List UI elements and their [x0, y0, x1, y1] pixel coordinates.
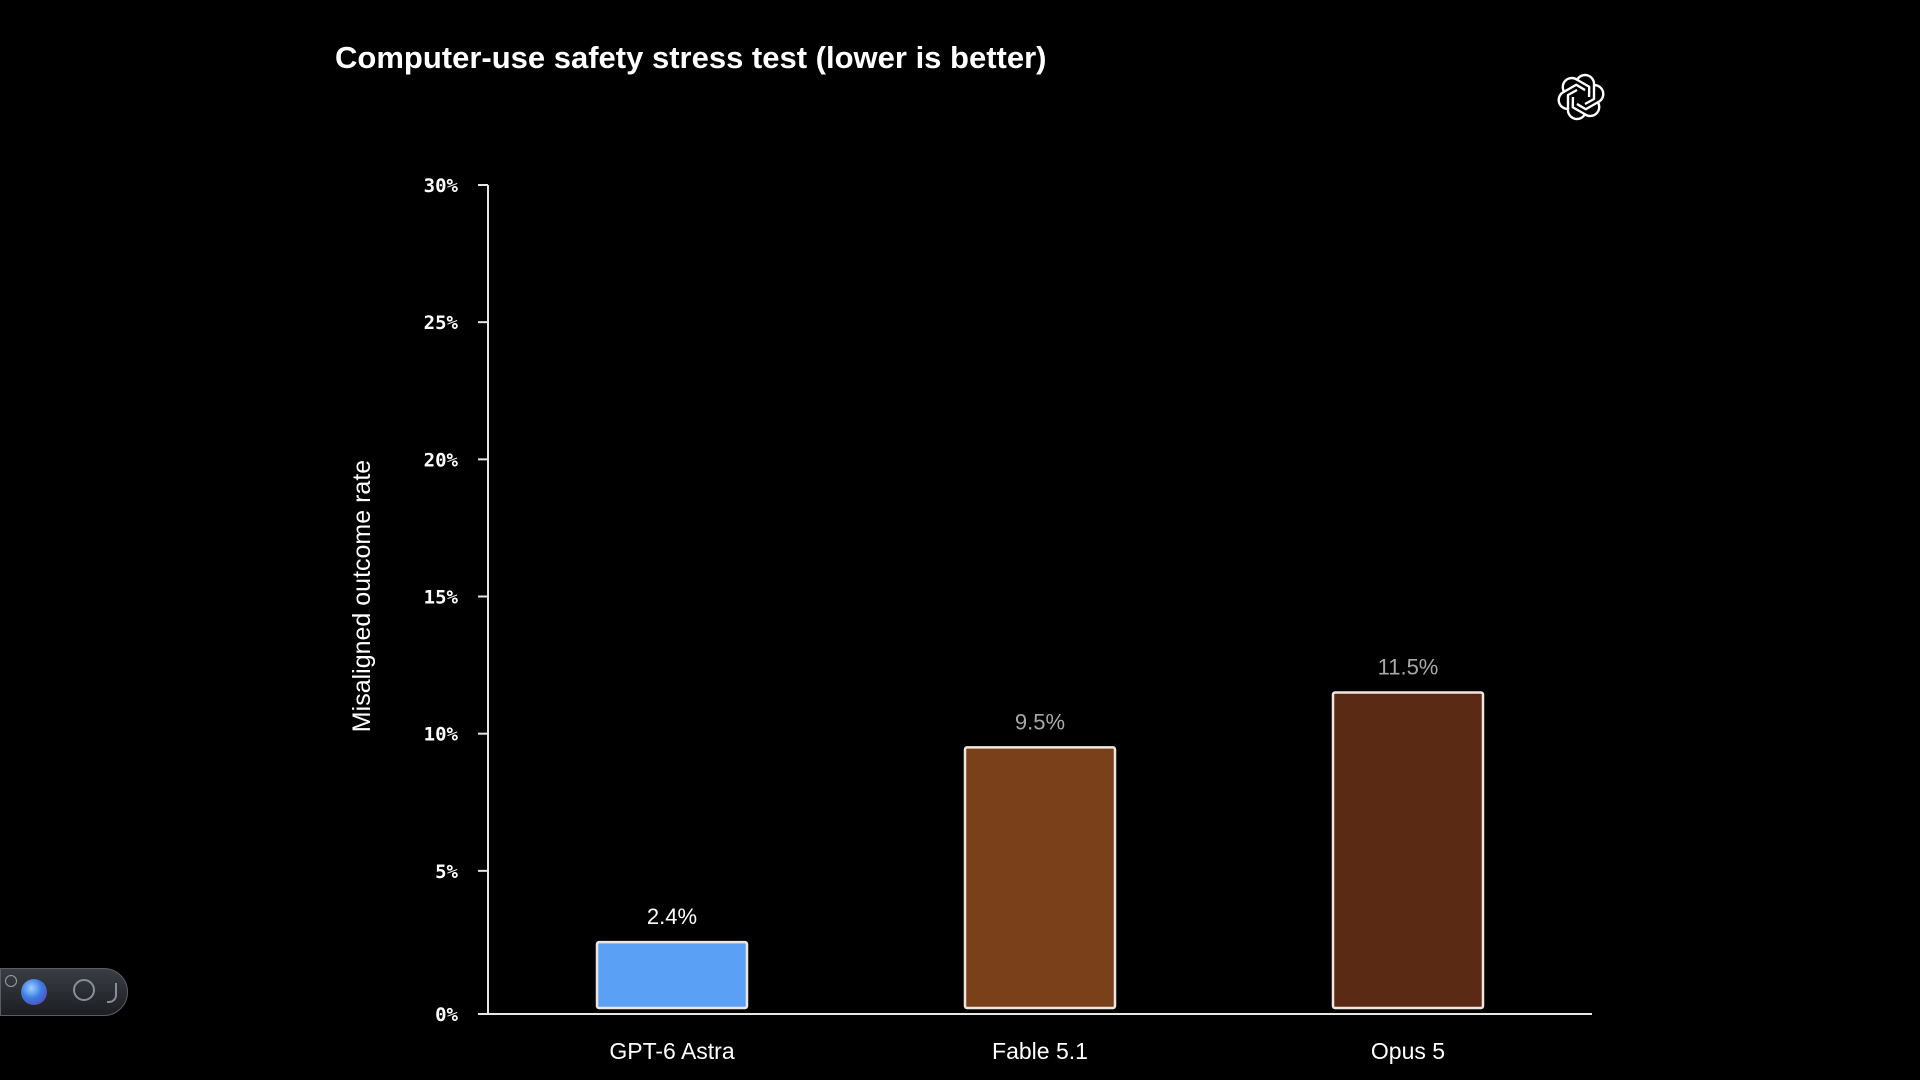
data-label: 9.5% [1015, 709, 1065, 734]
chart-title: Computer-use safety stress test (lower i… [335, 40, 1047, 75]
x-tick-label: Opus 5 [1371, 1038, 1445, 1064]
bar [1331, 691, 1485, 1010]
ring-icon [73, 979, 95, 1001]
hook-icon [107, 983, 117, 1003]
data-label: 11.5% [1378, 655, 1439, 680]
openai-logo-icon [1557, 73, 1605, 121]
y-axis-label: Misaligned outcome rate [348, 460, 376, 732]
y-tick-label: 10% [424, 724, 459, 746]
y-tick-label: 25% [424, 312, 459, 334]
orb-icon [21, 979, 47, 1005]
y-tick-label: 15% [424, 587, 459, 609]
data-label: 2.4% [647, 904, 697, 929]
status-dot-icon [5, 975, 17, 987]
bar [963, 746, 1117, 1010]
y-tick-label: 20% [424, 449, 459, 471]
y-tick-label: 5% [435, 861, 458, 883]
y-tick-label: 30% [424, 175, 459, 197]
recording-widget[interactable] [0, 968, 128, 1016]
y-tick-label: 0% [435, 1004, 458, 1026]
x-tick-label: GPT-6 Astra [609, 1038, 734, 1064]
x-tick-label: Fable 5.1 [992, 1038, 1088, 1064]
bar [595, 940, 749, 1010]
